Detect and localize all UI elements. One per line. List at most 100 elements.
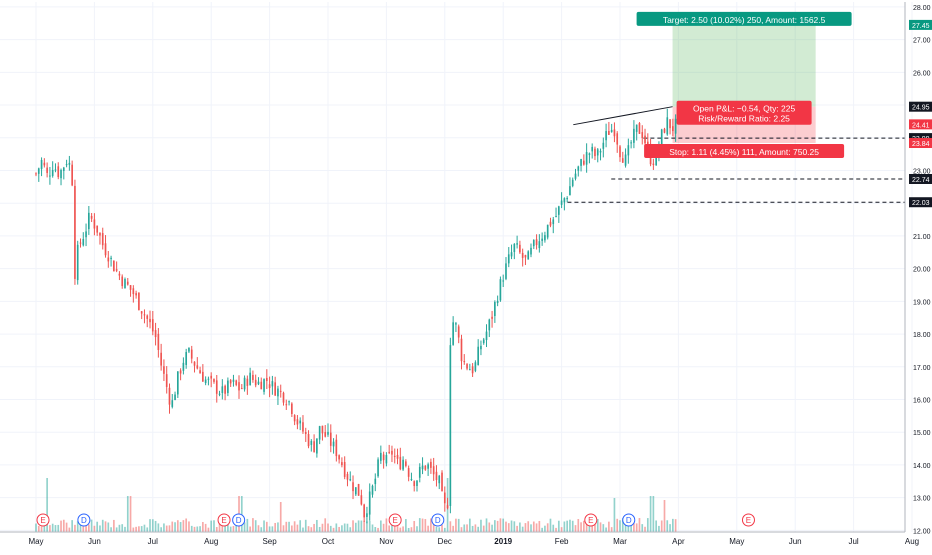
volume-bar — [560, 527, 563, 532]
volume-bar — [126, 496, 129, 532]
volume-bar — [149, 519, 151, 532]
volume-bar — [574, 525, 577, 532]
candle-body — [605, 131, 607, 141]
candle-body — [638, 123, 641, 134]
candle-body — [421, 465, 424, 470]
volume-bar — [185, 518, 188, 532]
volume-bar — [621, 518, 624, 532]
volume-bar — [638, 518, 641, 532]
volume-bar — [99, 525, 101, 532]
candle-body — [377, 459, 379, 477]
volume-bar — [463, 524, 466, 532]
candle-body — [669, 119, 671, 129]
volume-bar — [644, 526, 646, 532]
dividend-icon[interactable] — [431, 513, 445, 527]
volume-bar — [405, 519, 407, 532]
volume-bar — [90, 519, 93, 532]
volume-bar — [569, 519, 571, 532]
candle-body — [132, 288, 135, 295]
long-position-tool[interactable] — [672, 24, 816, 144]
volume-bar — [666, 520, 669, 532]
candle-body — [418, 466, 421, 478]
earnings-icon[interactable] — [217, 513, 231, 527]
stop-label-box — [644, 144, 845, 159]
volume-bar — [513, 521, 516, 532]
volume-bar — [407, 527, 410, 532]
volume-bar — [354, 522, 357, 532]
candle-body — [380, 452, 382, 461]
candle-body — [146, 315, 149, 319]
candle-body — [544, 235, 546, 241]
candle-body — [96, 225, 99, 233]
volume-bar — [452, 525, 454, 532]
earnings-icon[interactable] — [36, 513, 50, 527]
volume-bar — [210, 520, 213, 532]
candle-body — [438, 475, 441, 484]
price-tick-label: 26.00 — [913, 70, 931, 77]
candle-body — [583, 160, 585, 165]
candle-body — [176, 371, 179, 395]
volume-bar — [349, 527, 352, 532]
volume-bar — [296, 524, 299, 532]
earnings-icon[interactable] — [388, 513, 402, 527]
volume-bar — [583, 520, 585, 532]
volume-bar — [79, 522, 82, 532]
volume-bar — [316, 519, 318, 532]
dividend-icon[interactable] — [77, 513, 91, 527]
dividend-icon[interactable] — [622, 513, 636, 527]
candle-body — [329, 432, 332, 446]
trendline[interactable] — [573, 106, 673, 126]
volume-bar — [449, 521, 452, 532]
volume-bar — [496, 520, 499, 532]
time-axis[interactable]: May Jun Jul Aug Sep Oct Nov Dec 2019 Feb Mar Apr May… — [0, 531, 919, 546]
candle-body — [672, 126, 674, 132]
candle-body — [382, 454, 385, 461]
earnings-icon[interactable] — [584, 513, 598, 527]
candle-body — [140, 311, 143, 314]
volume-bar — [674, 519, 677, 532]
volume-bar — [74, 524, 76, 532]
candle-body — [104, 243, 107, 256]
candle-body — [354, 487, 357, 495]
candle-body — [407, 468, 410, 477]
volume-bar — [138, 526, 140, 532]
volume-bar — [285, 521, 288, 532]
candle-body — [427, 464, 429, 469]
volume-bar — [544, 525, 546, 532]
volume-bar — [371, 524, 374, 532]
candle-body — [243, 377, 246, 390]
candle-body — [524, 255, 527, 258]
volume-bar — [577, 519, 580, 532]
price-tick-label: 21.00 — [913, 234, 931, 241]
candle-body — [530, 247, 532, 255]
price-tag-box — [909, 138, 932, 149]
volume-bar — [438, 527, 441, 532]
volume-bar — [49, 525, 51, 532]
candle-body — [60, 169, 62, 179]
target-zone[interactable] — [672, 24, 816, 107]
price-tick-label: 18.00 — [913, 332, 931, 339]
event-letter: D — [236, 516, 242, 525]
candle-body — [193, 361, 196, 366]
trendline-group[interactable] — [573, 106, 673, 126]
volume-bar — [291, 525, 293, 532]
volume-bar — [466, 524, 468, 532]
candle-body — [296, 419, 299, 425]
volume-bar — [382, 523, 385, 532]
time-tick-label: 2019 — [494, 537, 512, 546]
volume-bar — [341, 525, 343, 532]
candle-body — [502, 280, 505, 282]
volume-bar — [527, 521, 530, 532]
horizontal-levels[interactable] — [567, 137, 905, 203]
earnings-icon[interactable] — [741, 513, 755, 527]
candle-body — [482, 339, 485, 344]
candle-body — [588, 153, 591, 155]
candle-body — [49, 175, 51, 177]
price-axis[interactable]: 12.00 13.00 14.00 15.00 16.00 17.00 18.00 19.00… — [904, 2, 932, 535]
candle-body — [190, 349, 193, 359]
dividend-icon[interactable] — [232, 513, 246, 527]
volume-bar — [57, 524, 60, 532]
